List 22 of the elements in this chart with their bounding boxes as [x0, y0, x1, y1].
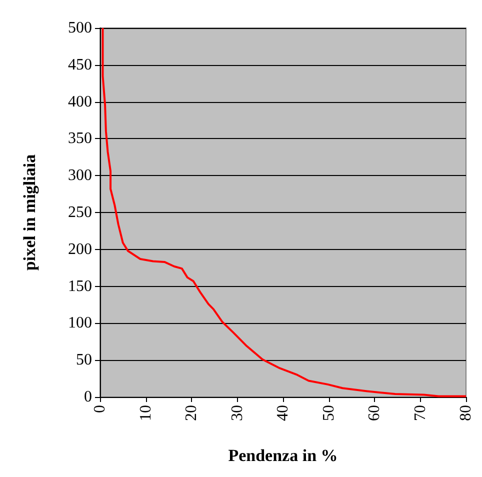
y-tick-label: 200: [68, 240, 92, 258]
y-tick-label: 150: [68, 278, 92, 295]
y-tick-label: 100: [68, 314, 92, 332]
y-tick-label: 350: [68, 130, 92, 148]
x-tick-label: 10: [137, 405, 154, 421]
x-tick-label: 30: [228, 405, 246, 421]
x-tick-label: 70: [412, 405, 429, 421]
y-tick-label: 0: [84, 388, 92, 406]
y-tick-label: 250: [68, 204, 92, 221]
x-tick-label: 40: [274, 405, 292, 421]
y-tick-label: 450: [68, 56, 92, 74]
x-tick-label: 50: [320, 405, 338, 421]
x-tick-label: 80: [458, 405, 474, 421]
x-tick-label: 0: [92, 405, 108, 413]
x-tick-label: 60: [366, 405, 383, 421]
y-tick-label: 400: [68, 93, 92, 110]
y-tick-label: 300: [68, 167, 92, 184]
x-axis-title: Pendenza in %: [228, 446, 338, 465]
y-axis-title: pixel in migliaia: [20, 154, 39, 271]
x-tick-label: 20: [183, 405, 200, 421]
y-tick-label: 500: [68, 20, 92, 36]
y-tick-label: 50: [76, 352, 92, 369]
